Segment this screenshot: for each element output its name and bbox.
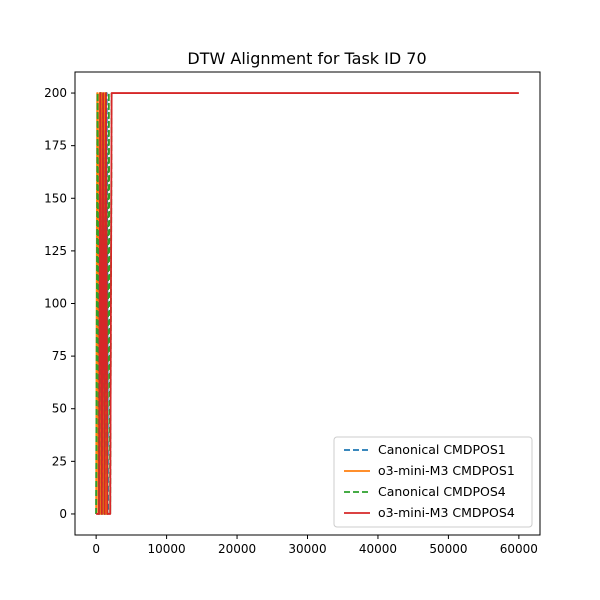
legend-label-1: Canonical CMDPOS1 <box>378 442 506 457</box>
x-tick-label: 60000 <box>500 542 538 556</box>
y-tick-label: 175 <box>44 139 67 153</box>
y-tick-label: 0 <box>59 507 67 521</box>
x-tick-label: 30000 <box>288 542 326 556</box>
y-tick-label: 25 <box>52 454 67 468</box>
y-tick-label: 200 <box>44 86 67 100</box>
legend-label-2: o3-mini-M3 CMDPOS1 <box>378 463 515 478</box>
legend-label-3: Canonical CMDPOS4 <box>378 484 506 499</box>
axis-ticks: 0 10000 20000 30000 40000 50000 60000 0 25 50 75 10… <box>44 86 538 556</box>
x-tick-label: 20000 <box>218 542 256 556</box>
y-tick-label: 100 <box>44 297 67 311</box>
chart-title: DTW Alignment for Task ID 70 <box>187 49 426 68</box>
legend-label-4: o3-mini-M3 CMDPOS4 <box>378 505 515 520</box>
y-tick-label: 50 <box>52 402 67 416</box>
legend: Canonical CMDPOS1 o3-mini-M3 CMDPOS1 Canon… <box>333 436 533 528</box>
series-line-4 <box>96 92 519 515</box>
y-tick-label: 150 <box>44 191 67 205</box>
x-tick-label: 50000 <box>429 542 467 556</box>
x-tick-label: 0 <box>92 542 100 556</box>
y-tick-label: 125 <box>44 244 67 258</box>
legend-box <box>333 436 533 528</box>
x-tick-label: 40000 <box>359 542 397 556</box>
y-tick-label: 75 <box>52 349 67 363</box>
x-tick-label: 10000 <box>147 542 185 556</box>
plot-area <box>74 71 541 536</box>
series-group <box>95 92 519 515</box>
